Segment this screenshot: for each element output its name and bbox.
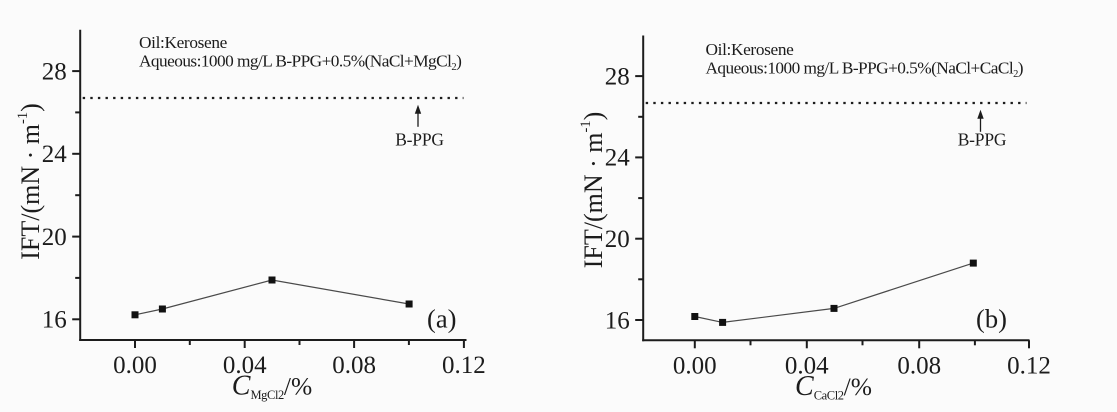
svg-text:Aqueous:1000 mg/L B-PPG+0.5%(N: Aqueous:1000 mg/L B-PPG+0.5%(NaCl+MgCl2) — [139, 51, 461, 73]
svg-text:B-PPG: B-PPG — [395, 129, 444, 149]
svg-text:0.08: 0.08 — [332, 352, 376, 379]
svg-text:IFT/(mN · m-1): IFT/(mN · m-1) — [15, 103, 45, 260]
svg-text:28: 28 — [605, 63, 630, 90]
svg-text:CCaCl2/%: CCaCl2/% — [795, 371, 872, 403]
svg-text:CMgCl2/%: CMgCl2/% — [232, 371, 312, 403]
svg-text:28: 28 — [42, 58, 67, 85]
svg-text:(b): (b) — [976, 304, 1007, 334]
svg-text:0.00: 0.00 — [673, 352, 717, 379]
svg-text:B-PPG: B-PPG — [958, 129, 1007, 149]
svg-text:16: 16 — [605, 307, 630, 334]
svg-text:0.00: 0.00 — [113, 352, 157, 379]
svg-text:0.12: 0.12 — [442, 352, 486, 379]
svg-text:0.04: 0.04 — [223, 352, 267, 379]
svg-text:20: 20 — [605, 226, 630, 253]
svg-text:20: 20 — [42, 224, 67, 251]
svg-text:0.12: 0.12 — [1007, 352, 1051, 379]
svg-text:0.08: 0.08 — [897, 352, 941, 379]
svg-text:Oil:Kerosene: Oil:Kerosene — [706, 40, 795, 59]
svg-text:16: 16 — [42, 307, 67, 334]
svg-text:IFT/(mN · m-1): IFT/(mN · m-1) — [578, 112, 608, 269]
svg-text:0.04: 0.04 — [785, 352, 829, 379]
svg-text:(a): (a) — [427, 304, 456, 334]
svg-text:Aqueous:1000 mg/L B-PPG+0.5%(N: Aqueous:1000 mg/L B-PPG+0.5%(NaCl+CaCl2) — [706, 58, 1024, 80]
svg-text:24: 24 — [42, 141, 68, 168]
svg-text:24: 24 — [605, 145, 631, 172]
svg-text:Oil:Kerosene: Oil:Kerosene — [139, 33, 228, 52]
